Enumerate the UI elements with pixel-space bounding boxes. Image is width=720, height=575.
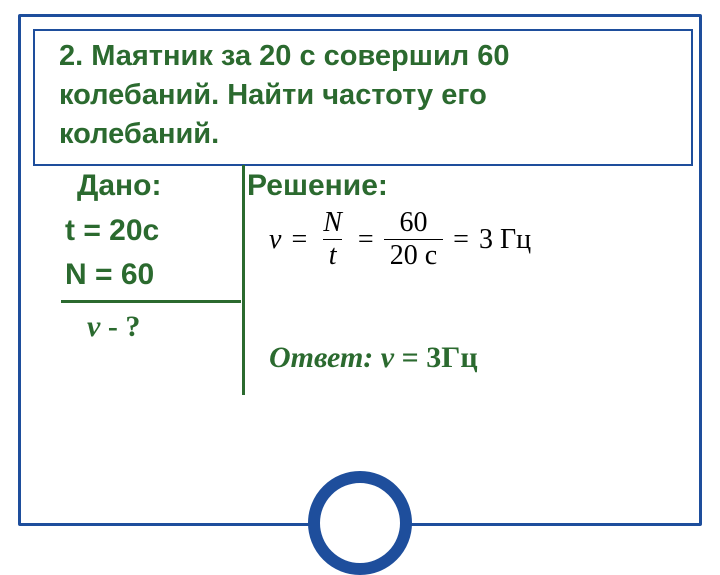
column-divider bbox=[242, 165, 245, 395]
arc-icon bbox=[308, 471, 412, 575]
formula-eq1: = bbox=[291, 224, 307, 256]
frac1-num: N bbox=[317, 209, 348, 239]
find-variable: ν bbox=[87, 310, 100, 343]
given-header: Дано: bbox=[61, 169, 241, 203]
column-headers: Дано: Решение: bbox=[61, 169, 679, 203]
answer-var: ν bbox=[381, 341, 394, 374]
problem-statement: 2. Маятник за 20 с совершил 60 колебаний… bbox=[33, 29, 693, 166]
formula-result: 3 Гц bbox=[479, 224, 531, 256]
fraction-symbolic: N t bbox=[317, 209, 348, 270]
work-area: Дано: Решение: t = 20с N = 60 ν - ? ν = … bbox=[61, 169, 679, 453]
formula: ν = N t = 60 20 с = 3 Гц bbox=[269, 209, 531, 270]
bottom-ornament bbox=[21, 471, 699, 575]
frac2-num: 60 bbox=[393, 209, 433, 239]
answer-value: 3Гц bbox=[426, 341, 477, 374]
answer: Ответ: ν = 3Гц bbox=[269, 341, 478, 375]
frac2-den: 20 с bbox=[384, 239, 443, 270]
formula-eq3: = bbox=[453, 224, 469, 256]
find-line: ν - ? bbox=[61, 300, 241, 349]
answer-eq: = bbox=[394, 341, 426, 374]
given-n: N = 60 bbox=[61, 253, 241, 297]
solution-header: Решение: bbox=[241, 169, 679, 203]
formula-eq2: = bbox=[358, 224, 374, 256]
given-t: t = 20с bbox=[61, 209, 241, 253]
problem-line-3: колебаний. bbox=[59, 115, 679, 154]
given-block: t = 20с N = 60 ν - ? bbox=[61, 209, 241, 349]
find-question: - ? bbox=[100, 310, 140, 343]
formula-lhs: ν bbox=[269, 224, 281, 256]
slide-frame: 2. Маятник за 20 с совершил 60 колебаний… bbox=[18, 14, 702, 526]
answer-label: Ответ: bbox=[269, 341, 381, 374]
problem-line-1: 2. Маятник за 20 с совершил 60 bbox=[59, 37, 679, 76]
frac1-den: t bbox=[323, 239, 343, 270]
problem-line-2: колебаний. Найти частоту его bbox=[59, 76, 679, 115]
fraction-numeric: 60 20 с bbox=[384, 209, 443, 270]
